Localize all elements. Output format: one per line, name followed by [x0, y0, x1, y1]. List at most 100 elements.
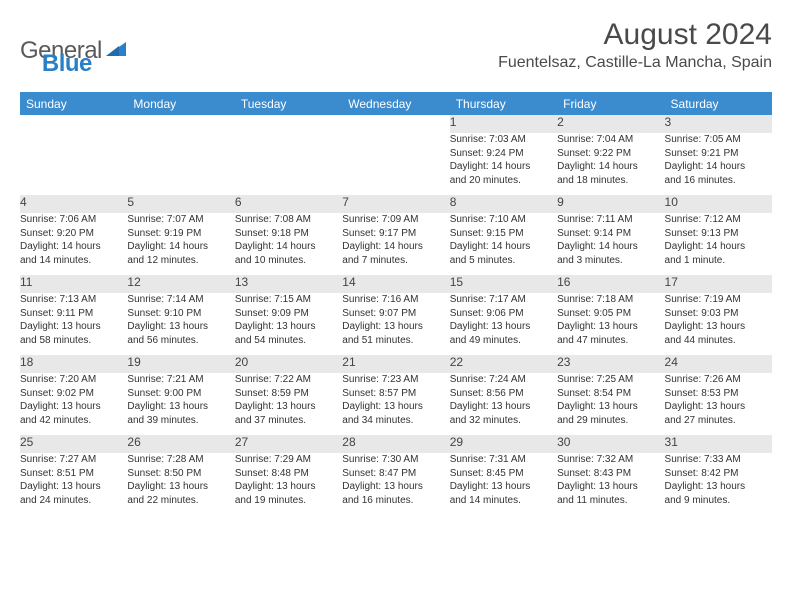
day-d1: Daylight: 13 hours	[342, 480, 449, 494]
weekday-header: Saturday	[665, 92, 772, 115]
day-body-cell: Sunrise: 7:12 AMSunset: 9:13 PMDaylight:…	[665, 213, 772, 275]
day-sr: Sunrise: 7:26 AM	[665, 373, 772, 387]
day-number-cell: 26	[127, 435, 234, 453]
day-number-cell: 20	[235, 355, 342, 373]
day-sr: Sunrise: 7:27 AM	[20, 453, 127, 467]
day-d2: and 14 minutes.	[20, 254, 127, 268]
day-body-cell: Sunrise: 7:21 AMSunset: 9:00 PMDaylight:…	[127, 373, 234, 435]
day-number-cell	[342, 115, 449, 133]
day-sr: Sunrise: 7:15 AM	[235, 293, 342, 307]
day-d1: Daylight: 13 hours	[342, 320, 449, 334]
day-ss: Sunset: 9:06 PM	[450, 307, 557, 321]
day-ss: Sunset: 9:13 PM	[665, 227, 772, 241]
day-d2: and 19 minutes.	[235, 494, 342, 508]
day-ss: Sunset: 9:24 PM	[450, 147, 557, 161]
day-sr: Sunrise: 7:30 AM	[342, 453, 449, 467]
day-d1: Daylight: 14 hours	[342, 240, 449, 254]
day-number-cell: 15	[450, 275, 557, 293]
day-body-cell: Sunrise: 7:33 AMSunset: 8:42 PMDaylight:…	[665, 453, 772, 515]
day-body-cell: Sunrise: 7:31 AMSunset: 8:45 PMDaylight:…	[450, 453, 557, 515]
calendar-header-row: SundayMondayTuesdayWednesdayThursdayFrid…	[20, 92, 772, 115]
day-d1: Daylight: 14 hours	[450, 240, 557, 254]
day-number-cell: 9	[557, 195, 664, 213]
day-d2: and 27 minutes.	[665, 414, 772, 428]
day-d2: and 16 minutes.	[665, 174, 772, 188]
day-d2: and 16 minutes.	[342, 494, 449, 508]
day-d1: Daylight: 14 hours	[20, 240, 127, 254]
day-d2: and 1 minute.	[665, 254, 772, 268]
day-d2: and 14 minutes.	[450, 494, 557, 508]
day-d2: and 51 minutes.	[342, 334, 449, 348]
day-d2: and 39 minutes.	[127, 414, 234, 428]
day-number-cell: 2	[557, 115, 664, 133]
day-body-cell	[127, 133, 234, 195]
day-sr: Sunrise: 7:08 AM	[235, 213, 342, 227]
day-ss: Sunset: 8:57 PM	[342, 387, 449, 401]
week-day-body-row: Sunrise: 7:03 AMSunset: 9:24 PMDaylight:…	[20, 133, 772, 195]
week-day-body-row: Sunrise: 7:06 AMSunset: 9:20 PMDaylight:…	[20, 213, 772, 275]
day-sr: Sunrise: 7:33 AM	[665, 453, 772, 467]
day-d1: Daylight: 13 hours	[20, 400, 127, 414]
day-number-cell: 4	[20, 195, 127, 213]
day-ss: Sunset: 9:03 PM	[665, 307, 772, 321]
day-number-cell: 30	[557, 435, 664, 453]
day-sr: Sunrise: 7:04 AM	[557, 133, 664, 147]
day-ss: Sunset: 9:05 PM	[557, 307, 664, 321]
day-ss: Sunset: 9:19 PM	[127, 227, 234, 241]
title-block: August 2024 Fuentelsaz, Castille-La Manc…	[498, 18, 772, 72]
day-d1: Daylight: 13 hours	[235, 320, 342, 334]
day-body-cell: Sunrise: 7:16 AMSunset: 9:07 PMDaylight:…	[342, 293, 449, 355]
week-day-number-row: 11121314151617	[20, 275, 772, 293]
day-number-cell: 13	[235, 275, 342, 293]
day-d2: and 24 minutes.	[20, 494, 127, 508]
day-d1: Daylight: 14 hours	[235, 240, 342, 254]
day-d1: Daylight: 14 hours	[557, 240, 664, 254]
day-number-cell: 24	[665, 355, 772, 373]
day-number-cell: 25	[20, 435, 127, 453]
header: General Blue August 2024 Fuentelsaz, Cas…	[20, 18, 772, 78]
day-d1: Daylight: 13 hours	[235, 400, 342, 414]
week-day-body-row: Sunrise: 7:27 AMSunset: 8:51 PM Daylight:…	[20, 453, 772, 515]
day-number-cell: 21	[342, 355, 449, 373]
day-number-cell: 18	[20, 355, 127, 373]
day-d1: Daylight: 13 hours	[450, 480, 557, 494]
day-ss: Sunset: 9:11 PM	[20, 307, 127, 321]
day-ss: Sunset: 8:59 PM	[235, 387, 342, 401]
day-number-cell: 22	[450, 355, 557, 373]
day-body-cell: Sunrise: 7:27 AMSunset: 8:51 PMDaylight:…	[20, 453, 127, 515]
day-d2: and 10 minutes.	[235, 254, 342, 268]
day-number-cell: 8	[450, 195, 557, 213]
day-number-cell: 28	[342, 435, 449, 453]
day-d2: and 22 minutes.	[127, 494, 234, 508]
day-number-cell: 3	[665, 115, 772, 133]
day-d1: Daylight: 13 hours	[450, 400, 557, 414]
day-d2: and 5 minutes.	[450, 254, 557, 268]
day-body-cell: Sunrise: 7:07 AMSunset: 9:19 PMDaylight:…	[127, 213, 234, 275]
day-sr: Sunrise: 7:31 AM	[450, 453, 557, 467]
day-sr: Sunrise: 7:10 AM	[450, 213, 557, 227]
day-ss: Sunset: 9:21 PM	[665, 147, 772, 161]
day-body-cell: Sunrise: 7:09 AMSunset: 9:17 PMDaylight:…	[342, 213, 449, 275]
day-body-cell: Sunrise: 7:32 AMSunset: 8:43 PMDaylight:…	[557, 453, 664, 515]
day-ss: Sunset: 8:43 PM	[557, 467, 664, 481]
day-body-cell: Sunrise: 7:05 AMSunset: 9:21 PMDaylight:…	[665, 133, 772, 195]
day-d1: Daylight: 14 hours	[450, 160, 557, 174]
day-number-cell	[235, 115, 342, 133]
day-ss: Sunset: 8:51 PM	[20, 467, 127, 481]
day-body-cell: Sunrise: 7:23 AMSunset: 8:57 PMDaylight:…	[342, 373, 449, 435]
day-number-cell: 1	[450, 115, 557, 133]
week-day-body-row: Sunrise: 7:13 AMSunset: 9:11 PM Daylight:…	[20, 293, 772, 355]
week-day-number-row: 45678910	[20, 195, 772, 213]
day-body-cell: Sunrise: 7:26 AMSunset: 8:53 PMDaylight:…	[665, 373, 772, 435]
day-ss: Sunset: 9:20 PM	[20, 227, 127, 241]
day-sr: Sunrise: 7:06 AM	[20, 213, 127, 227]
day-d1: Daylight: 13 hours	[127, 400, 234, 414]
day-ss: Sunset: 9:15 PM	[450, 227, 557, 241]
day-d2: and 7 minutes.	[342, 254, 449, 268]
day-number-cell: 5	[127, 195, 234, 213]
day-d2: and 54 minutes.	[235, 334, 342, 348]
day-body-cell	[235, 133, 342, 195]
day-sr: Sunrise: 7:13 AM	[20, 293, 127, 307]
day-body-cell: Sunrise: 7:25 AMSunset: 8:54 PMDaylight:…	[557, 373, 664, 435]
location-subtitle: Fuentelsaz, Castille-La Mancha, Spain	[498, 54, 772, 72]
